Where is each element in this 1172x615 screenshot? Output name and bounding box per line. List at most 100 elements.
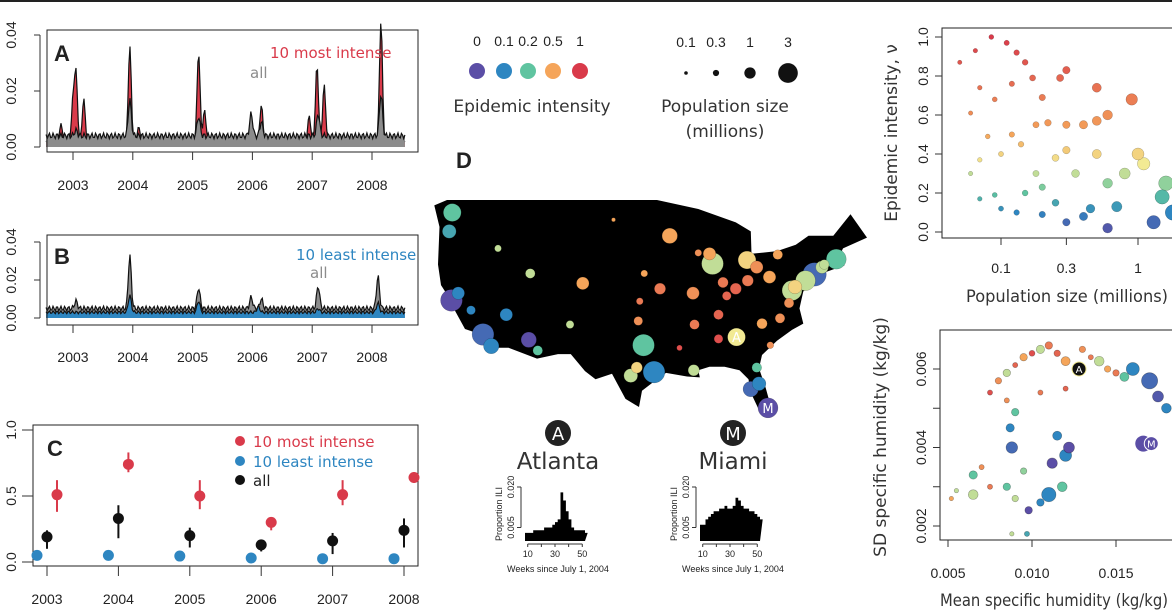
- y-tick-label: 0.006: [913, 351, 929, 386]
- map-city-point: [636, 297, 644, 305]
- data-point: [1102, 178, 1113, 189]
- y-tick-label: 0.00: [3, 133, 19, 160]
- map-city-point: [525, 268, 536, 279]
- data-point: [1079, 120, 1088, 130]
- data-point: [1119, 371, 1130, 382]
- legend-intensity-value: 0.1: [494, 33, 514, 49]
- data-point: [1024, 530, 1030, 537]
- map-city-point: [689, 319, 700, 330]
- intensity-points: [957, 34, 1172, 234]
- map-city-point: [494, 244, 502, 253]
- data-point: [1125, 93, 1138, 106]
- y-axis-label: Proportion ILI: [494, 487, 504, 541]
- legend-population-value: 3: [784, 34, 792, 50]
- x-tick-label: 2005: [177, 349, 208, 365]
- data-point: [1078, 345, 1086, 353]
- city-marker-letter: A: [552, 424, 565, 445]
- map-city-point: [727, 327, 746, 347]
- humidity-axes: 0.005 0.010 0.015 0.002 0.004 0.006: [913, 351, 1134, 581]
- x-tick-label: 2003: [57, 349, 88, 365]
- map-city-points: AM: [440, 203, 847, 419]
- series-line-1: [45, 294, 406, 315]
- panel-b-axes: 2003 2004 2005 2006 2007 2008 0.00 0.02 0.04: [3, 228, 388, 365]
- panel-a-frame: [46, 29, 419, 153]
- panel-f-frame: [939, 329, 1172, 541]
- map-city-point: [751, 362, 762, 373]
- x-tick-label: 2006: [237, 349, 268, 365]
- data-point: [31, 549, 43, 561]
- y-tick-label: 0.0: [915, 222, 931, 242]
- map-city-point: [729, 282, 742, 295]
- legend-intensity-swatch: [496, 63, 512, 79]
- humidity-points: AM: [948, 341, 1172, 537]
- data-point: [987, 483, 993, 490]
- data-point: [1002, 482, 1011, 491]
- map-city-point: [520, 331, 537, 348]
- legend-population-value: 0.1: [676, 34, 696, 50]
- map-city-point: [713, 334, 724, 344]
- data-point: [184, 530, 196, 542]
- map-city-point: [676, 344, 683, 351]
- data-point: [1146, 215, 1161, 230]
- data-point: [1131, 147, 1145, 161]
- map-city-point: [633, 316, 643, 326]
- series-line-1: [45, 94, 406, 141]
- miami-marker: M: [1147, 440, 1156, 451]
- histogram: [525, 492, 588, 541]
- data-point: [1002, 368, 1011, 377]
- legend-population-swatch: [712, 69, 720, 77]
- data-point: [1161, 403, 1172, 414]
- legend-population-swatch: [778, 63, 798, 83]
- series-line-0: [45, 254, 406, 313]
- y-tick-label: 0.02: [3, 266, 19, 293]
- data-point: [1118, 167, 1131, 180]
- data-point: [1029, 74, 1036, 82]
- x-tick-label: 2007: [297, 177, 328, 193]
- data-point: [1038, 210, 1046, 218]
- atlanta-marker: A: [1076, 365, 1083, 376]
- map-city-point: [686, 286, 700, 300]
- x-tick-label: 30: [725, 549, 735, 559]
- data-point: [102, 549, 114, 561]
- x-tick-label: 50: [577, 549, 587, 559]
- series-area-1: [46, 294, 405, 318]
- panel-c: C 10 most intense 10 least intense all 2…: [3, 420, 420, 607]
- data-point: [1036, 498, 1045, 507]
- data-point: [1091, 149, 1102, 159]
- data-point: [112, 512, 124, 524]
- data-point: [194, 490, 206, 502]
- data-point: [255, 539, 267, 551]
- data-point: [1052, 430, 1063, 441]
- legend-intensity-swatch: [469, 63, 485, 79]
- panel-a-label: A: [54, 41, 70, 66]
- legend-swatch-least-intense: [235, 456, 245, 466]
- x-tick-label: 0.3: [1057, 260, 1077, 276]
- y-tick-label: 0.020: [681, 476, 691, 499]
- data-point: [1011, 408, 1020, 417]
- city-marker-letter: M: [725, 424, 741, 445]
- legend-most-intense: 10 most intense: [253, 433, 374, 451]
- x-tick-label: 50: [752, 549, 762, 559]
- x-tick-label: 2007: [317, 591, 348, 607]
- map-city-point: [642, 360, 666, 384]
- x-axis-label: Mean specific humidity (kg/kg): [940, 591, 1168, 611]
- y-tick-label: 0.002: [913, 508, 929, 543]
- data-point: [1008, 80, 1015, 87]
- x-axis-label: Weeks since July 1, 2004: [682, 564, 784, 574]
- map-city-point: [702, 247, 717, 261]
- legend-least-intense: 10 least intense: [296, 246, 416, 264]
- data-point: [977, 85, 983, 91]
- map-city-point: [632, 333, 655, 357]
- data-point: [1020, 467, 1028, 475]
- data-point: [337, 489, 349, 501]
- us-map-silhouette: [434, 200, 867, 414]
- map-city-point: [722, 291, 732, 301]
- data-point: [948, 496, 954, 502]
- y-axis-label: Epidemic intensity, ν: [882, 44, 902, 222]
- data-point: [988, 34, 995, 40]
- x-tick-label: 2005: [177, 177, 208, 193]
- x-tick-label: 10: [523, 549, 533, 559]
- data-point: [1137, 157, 1151, 171]
